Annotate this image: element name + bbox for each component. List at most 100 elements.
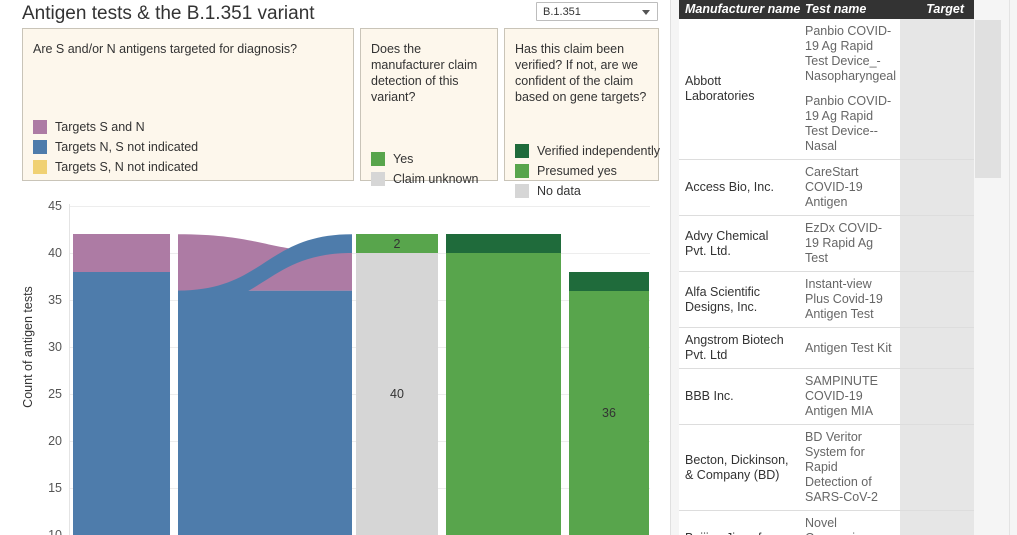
legend-item-label: Targets S, N not indicated (55, 160, 199, 174)
legend-card-targets: Are S and/or N antigens targeted for dia… (22, 28, 354, 181)
legend-item[interactable]: Claim unknown (371, 169, 478, 189)
y-tick-label: 10 (48, 528, 62, 535)
legend-item-label: Targets S and N (55, 120, 145, 134)
cell-test-name: SAMPINUTE COVID-19 Antigen MIA (799, 368, 899, 425)
cell-manufacturer: Access Bio, Inc. (679, 159, 799, 216)
test-name-entry: CareStart COVID-19 Antigen (805, 165, 863, 209)
legend-item-label: Yes (393, 152, 414, 166)
legend-swatch-icon (33, 140, 47, 154)
legend-item-label: No data (537, 184, 581, 198)
variant-dropdown[interactable]: B.1.351 (536, 2, 658, 21)
table-row[interactable]: Angstrom Biotech Pvt. Ltd Antigen Test Ki… (679, 327, 974, 369)
variant-dropdown-value: B.1.351 (543, 6, 581, 18)
chart-segment[interactable] (569, 290, 649, 535)
legend-item[interactable]: Targets S, N not indicated (33, 157, 198, 177)
chart-segment[interactable] (356, 234, 438, 253)
chart-column (178, 190, 352, 535)
table-row[interactable]: Becton, Dickinson, & Company (BD) BD Veri… (679, 424, 974, 511)
y-tick-label: 15 (48, 481, 62, 495)
chart-segment[interactable] (569, 271, 649, 291)
segment-value-label: 36 (602, 405, 616, 420)
cell-manufacturer: Abbott Laboratories (679, 19, 799, 160)
cell-test-name: Novel Coronavirus (SARS-CoV-2) Antigen R… (799, 510, 899, 535)
legend-item[interactable]: Presumed yes (515, 161, 660, 181)
cell-target (898, 19, 974, 160)
cell-manufacturer: Beijing Jinwofu Bioengineering Technolog… (679, 510, 799, 535)
chart-column (73, 190, 170, 535)
table-row[interactable]: BBB Inc. SAMPINUTE COVID-19 Antigen MIA (679, 368, 974, 425)
legend-item-label: Targets N, S not indicated (55, 140, 199, 154)
test-name-entry: SAMPINUTE COVID-19 Antigen MIA (805, 374, 878, 418)
test-name-entry: EzDx COVID-19 Rapid Ag Test (805, 221, 883, 265)
column-header-manufacturer[interactable]: Manufacturer name (679, 0, 800, 19)
chart-segment[interactable] (73, 271, 170, 535)
legend-swatch-icon (33, 120, 47, 134)
cell-target (898, 424, 974, 511)
chart-column (446, 190, 561, 535)
tests-table: Manufacturer name Test name Target Abbot… (679, 0, 974, 535)
y-tick-label: 20 (48, 434, 62, 448)
tests-table-wrap: Manufacturer name Test name Target Abbot… (679, 0, 974, 535)
legend-card-verified: Has this claim been verified? If not, ar… (504, 28, 660, 198)
legend-item-label: Verified independently (537, 144, 661, 158)
cell-test-name: EzDx COVID-19 Rapid Ag Test (799, 215, 899, 272)
test-name-entry: Antigen Test Kit (805, 340, 892, 355)
tests-table-pane: Manufacturer name Test name Target Abbot… (670, 0, 1017, 535)
cell-target (898, 510, 974, 535)
legend-swatch-icon (371, 152, 385, 166)
y-tick-label: 45 (48, 199, 62, 213)
chart-segment[interactable] (73, 234, 170, 272)
column-header-target[interactable]: Target (899, 0, 974, 19)
test-name-entry: Novel Coronavirus (SARS-CoV-2) Antigen R… (805, 516, 872, 535)
pane-divider (1009, 0, 1010, 535)
cell-test-name: CareStart COVID-19 Antigen (799, 159, 899, 216)
legend-question: Are S and/or N antigens targeted for dia… (33, 42, 298, 56)
tests-table-head: Manufacturer name Test name Target (679, 0, 974, 19)
page-title: Antigen tests & the B.1.351 variant (22, 3, 315, 24)
table-header-row: Manufacturer name Test name Target (679, 0, 974, 19)
test-name-entry: Panbio COVID-19 Ag Rapid Test Device--Na… (805, 94, 892, 153)
test-name-entry: BD Veritor System for Rapid Detection of… (805, 430, 878, 504)
table-row[interactable]: Advy Chemical Pvt. Ltd. EzDx COVID-19 Rap… (679, 215, 974, 272)
legend-items: Yes Claim unknown (371, 149, 478, 189)
cell-target (898, 271, 974, 328)
y-axis-line (69, 204, 70, 535)
chart-pane: Antigen tests & the B.1.351 variant B.1.… (21, 2, 661, 535)
chart-segment[interactable] (446, 234, 561, 253)
column-header-test[interactable]: Test name (799, 0, 899, 19)
legend-item[interactable]: Targets S and N (33, 117, 198, 137)
chevron-down-icon (642, 10, 650, 15)
cell-test-name: Instant-view Plus Covid-19 Antigen Test (799, 271, 899, 328)
table-row[interactable]: Alfa Scientific Designs, Inc. Instant-vie… (679, 271, 974, 328)
table-row[interactable]: Access Bio, Inc. CareStart COVID-19 Antig… (679, 159, 974, 216)
y-tick-label: 40 (48, 246, 62, 260)
legend-item[interactable]: Yes (371, 149, 478, 169)
legend-item[interactable]: No data (515, 181, 660, 201)
chart-column: 36 (569, 190, 649, 535)
legend-items: Targets S and N Targets N, S not indicat… (33, 117, 198, 177)
table-row[interactable]: Beijing Jinwofu Bioengineering Technolog… (679, 510, 974, 535)
legend-swatch-icon (371, 172, 385, 186)
y-tick-label: 30 (48, 340, 62, 354)
gridline (70, 206, 650, 207)
legend-item-label: Claim unknown (393, 172, 479, 186)
legend-item[interactable]: Verified independently (515, 141, 660, 161)
chart-segment[interactable] (446, 253, 561, 535)
cell-target (898, 215, 974, 272)
cell-manufacturer: Becton, Dickinson, & Company (BD) (679, 424, 799, 511)
legend-question: Has this claim been verified? If not, ar… (515, 42, 647, 104)
cell-manufacturer: Advy Chemical Pvt. Ltd. (679, 215, 799, 272)
legend-swatch-icon (33, 160, 47, 174)
chart-segment[interactable] (356, 253, 438, 535)
cell-test-name: BD Veritor System for Rapid Detection of… (799, 424, 899, 511)
legend-item[interactable]: Targets N, S not indicated (33, 137, 198, 157)
legend-swatch-icon (515, 184, 529, 198)
legend-card-claim: Does the manufacturer claim detection of… (360, 28, 498, 186)
table-row[interactable]: Abbott Laboratories Panbio COVID-19 Ag Ra… (679, 19, 974, 160)
cell-target (898, 368, 974, 425)
segment-value-label: 40 (390, 387, 404, 401)
cell-target (898, 159, 974, 216)
table-scrollbar-thumb[interactable] (975, 20, 1001, 178)
legend-swatch-icon (515, 164, 529, 178)
